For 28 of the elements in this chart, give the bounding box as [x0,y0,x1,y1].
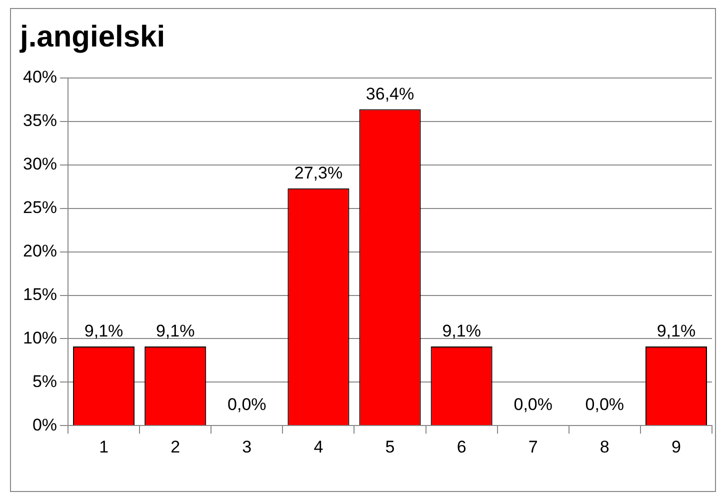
chart-title: j.angielski [19,20,166,54]
x-tick-label: 4 [314,437,324,456]
data-label: 9,1% [442,322,481,341]
y-tick-label: 15% [22,284,58,304]
y-tick-label: 25% [22,198,58,218]
data-label: 27,3% [294,164,343,183]
x-tick-label: 5 [385,437,395,456]
y-tick-label: 20% [22,241,58,260]
data-label: 0,0% [514,394,552,414]
data-label: 36,4% [366,84,414,104]
data-label: 0,0% [228,394,266,414]
y-tick-label: 5% [32,372,58,391]
x-tick-label: 9 [671,437,681,456]
x-tick-label: 8 [600,437,610,456]
data-label: 9,1% [156,322,195,341]
x-tick-label: 6 [456,437,466,456]
y-tick-label: 10% [22,328,58,348]
y-tick-label: 40% [22,68,58,87]
x-tick-label: 2 [170,437,180,456]
x-tick-label: 3 [242,437,252,456]
data-label: 0,0% [585,394,624,414]
data-label: 9,1% [84,322,124,341]
y-tick-label: 0% [32,415,58,434]
y-tick-label: 35% [22,111,58,130]
x-tick-label: 7 [528,437,538,456]
y-tick-label: 30% [22,154,58,174]
x-tick-label: 1 [99,437,109,456]
data-label: 9,1% [656,322,696,341]
